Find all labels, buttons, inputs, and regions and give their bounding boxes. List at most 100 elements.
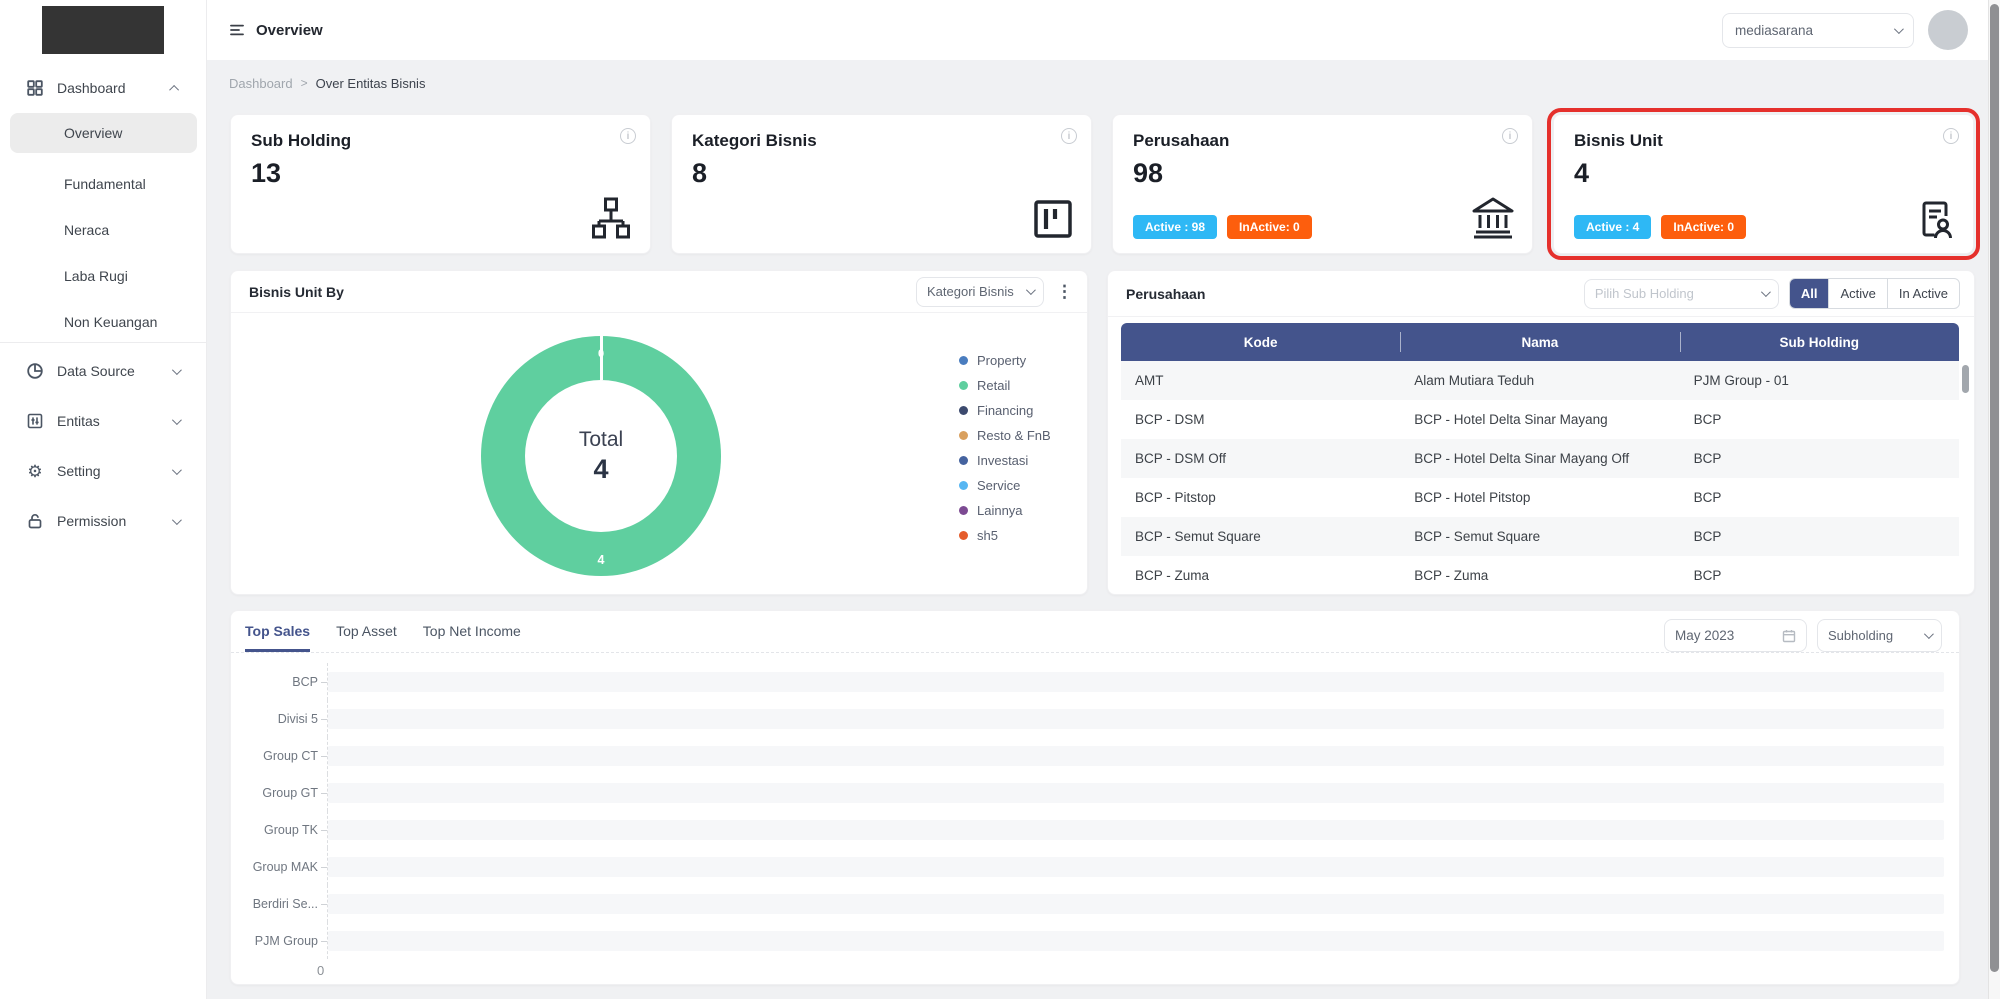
chart-band — [328, 782, 1944, 803]
sidebar-item-neraca[interactable]: Neraca — [64, 222, 110, 238]
chart-row: Divisi 5 — [245, 700, 1944, 737]
chart-band — [328, 856, 1944, 877]
kanban-icon — [1031, 197, 1075, 241]
page-scrollbar-thumb[interactable] — [1990, 4, 1999, 972]
pilih-sub-holding-select[interactable]: Pilih Sub Holding — [1583, 278, 1779, 309]
legend-dot — [959, 355, 968, 365]
logo — [42, 6, 164, 54]
document-person-icon — [1913, 197, 1957, 241]
breadcrumb-separator: > — [300, 76, 308, 90]
chart-row: PJM Group — [245, 922, 1944, 959]
perusahaan-card: Perusahaan Pilih Sub Holding All Active … — [1107, 270, 1975, 595]
chevron-down-icon — [171, 514, 182, 525]
legend-item[interactable]: Property — [959, 353, 1051, 368]
stat-card-kategori-bisnis: Kategori Bisnis 8 i — [671, 114, 1092, 254]
legend-dot — [959, 430, 968, 440]
active-badge: Active : 4 — [1574, 215, 1652, 239]
chevron-down-icon — [171, 364, 182, 375]
menu-indent-icon[interactable] — [228, 21, 246, 39]
table-row: BCP - Semut Square BCP - Semut Square BC… — [1121, 517, 1959, 556]
info-icon[interactable]: i — [1943, 128, 1959, 144]
status-filter-segment: All Active In Active — [1788, 278, 1960, 309]
active-badge: Active : 98 — [1133, 215, 1218, 239]
legend-item[interactable]: sh5 — [959, 528, 1051, 543]
kategori-bisnis-select[interactable]: Kategori Bisnis — [916, 276, 1044, 307]
column-header: Kode — [1243, 334, 1278, 350]
legend-item[interactable]: Investasi — [959, 453, 1051, 468]
column-header: Sub Holding — [1679, 323, 1959, 361]
month-picker[interactable]: May 2023 — [1664, 619, 1807, 652]
legend-item[interactable]: Resto & FnB — [959, 428, 1051, 443]
breadcrumb-parent[interactable]: Dashboard — [229, 75, 293, 91]
gear-icon: ⚙ — [27, 461, 43, 481]
x-axis-tick-label: 0 — [317, 963, 325, 978]
legend-dot — [959, 505, 968, 515]
pie-chart-icon — [26, 362, 44, 380]
table-row: AMT Alam Mutiara Teduh PJM Group - 01 — [1121, 361, 1959, 400]
chart-band — [328, 708, 1944, 729]
chart-row: Group CT — [245, 737, 1944, 774]
sidebar-item-overview[interactable]: Overview — [10, 113, 197, 153]
stat-card-value: 8 — [692, 158, 708, 188]
stat-card-title: Bisnis Unit — [1574, 131, 1663, 150]
tab-top-sales[interactable]: Top Sales — [245, 623, 311, 652]
tab-top-asset[interactable]: Top Asset — [336, 623, 397, 639]
legend-item[interactable]: Retail — [959, 378, 1051, 393]
table-row: BCP - DSM Off BCP - Hotel Delta Sinar Ma… — [1121, 439, 1959, 478]
bisnis-unit-by-card: Bisnis Unit By Kategori Bisnis ⋮ 0 4 Tot… — [230, 270, 1088, 595]
subholding-select[interactable]: Subholding — [1817, 619, 1942, 652]
sidebar-item-permission[interactable]: Permission — [0, 503, 207, 539]
chevron-down-icon — [171, 414, 182, 425]
chevron-down-icon — [1923, 629, 1934, 640]
donut-slice-divider — [599, 336, 603, 380]
table-row: BCP - Pitstop BCP - Hotel Pitstop BCP — [1135, 490, 1722, 505]
stat-card-sub-holding: Sub Holding 13 i — [230, 114, 651, 254]
sidebar-item-laba-rugi[interactable]: Laba Rugi — [64, 268, 128, 284]
tab-top-net-income[interactable]: Top Net Income — [422, 623, 521, 639]
donut-center: Total 4 — [525, 380, 677, 532]
chart-row: Group GT — [245, 774, 1944, 811]
breadcrumb-current: Over Entitas Bisnis — [315, 75, 426, 91]
chevron-down-icon — [1893, 23, 1904, 34]
stat-card-title: Kategori Bisnis — [692, 131, 817, 150]
stat-card-value: 98 — [1133, 158, 1164, 188]
calendar-icon — [1782, 629, 1796, 643]
donut-slice-label-top: 0 — [597, 348, 605, 360]
legend-item[interactable]: Service — [959, 478, 1051, 493]
stat-card-title: Perusahaan — [1133, 131, 1230, 150]
avatar[interactable] — [1928, 10, 1968, 50]
chart-row: Group MAK — [245, 848, 1944, 885]
chart-band — [328, 819, 1944, 840]
page-scrollbar — [1988, 0, 2000, 999]
legend-item[interactable]: Financing — [959, 403, 1051, 418]
chart-band — [328, 930, 1944, 951]
chart-row: Berdiri Se... — [245, 885, 1944, 922]
info-icon[interactable]: i — [1502, 128, 1518, 144]
column-header: Nama — [1400, 323, 1679, 361]
tabs-row: Top Sales Top Asset Top Net Income May 2… — [231, 611, 1959, 653]
kebab-menu-icon[interactable]: ⋮ — [1056, 281, 1073, 301]
donut-legend: Property Retail Financing Resto & FnB In… — [959, 353, 1051, 543]
company-select[interactable]: mediasarana — [1722, 12, 1914, 48]
sidebar-item-setting[interactable]: ⚙ Setting — [0, 453, 207, 489]
info-icon[interactable]: i — [1061, 128, 1077, 144]
table-header-row: Kode Nama Sub Holding — [1121, 323, 1959, 361]
chevron-down-icon — [171, 464, 182, 475]
chevron-down-icon — [1760, 287, 1771, 298]
sidebar-item-non-keuangan[interactable]: Non Keuangan — [64, 314, 158, 330]
sidebar-item-entitas[interactable]: Entitas — [0, 403, 207, 439]
sidebar: Dashboard Overview Fundamental Neraca La… — [0, 0, 207, 999]
segment-active-button[interactable]: Active — [1828, 279, 1886, 308]
sidebar-item-data-source[interactable]: Data Source — [0, 353, 207, 389]
info-icon[interactable]: i — [620, 128, 636, 144]
sidebar-item-fundamental[interactable]: Fundamental — [64, 176, 146, 192]
legend-item[interactable]: Lainnya — [959, 503, 1051, 518]
table-scrollbar-thumb[interactable] — [1962, 365, 1969, 393]
sidebar-item-dashboard[interactable]: Dashboard — [0, 70, 207, 106]
segment-all-button[interactable]: All — [1789, 279, 1829, 308]
chevron-up-icon — [169, 84, 180, 95]
breadcrumb: Dashboard > Over Entitas Bisnis — [207, 60, 425, 106]
chart-row: Group TK — [245, 811, 1944, 848]
segment-inactive-button[interactable]: In Active — [1886, 279, 1959, 308]
